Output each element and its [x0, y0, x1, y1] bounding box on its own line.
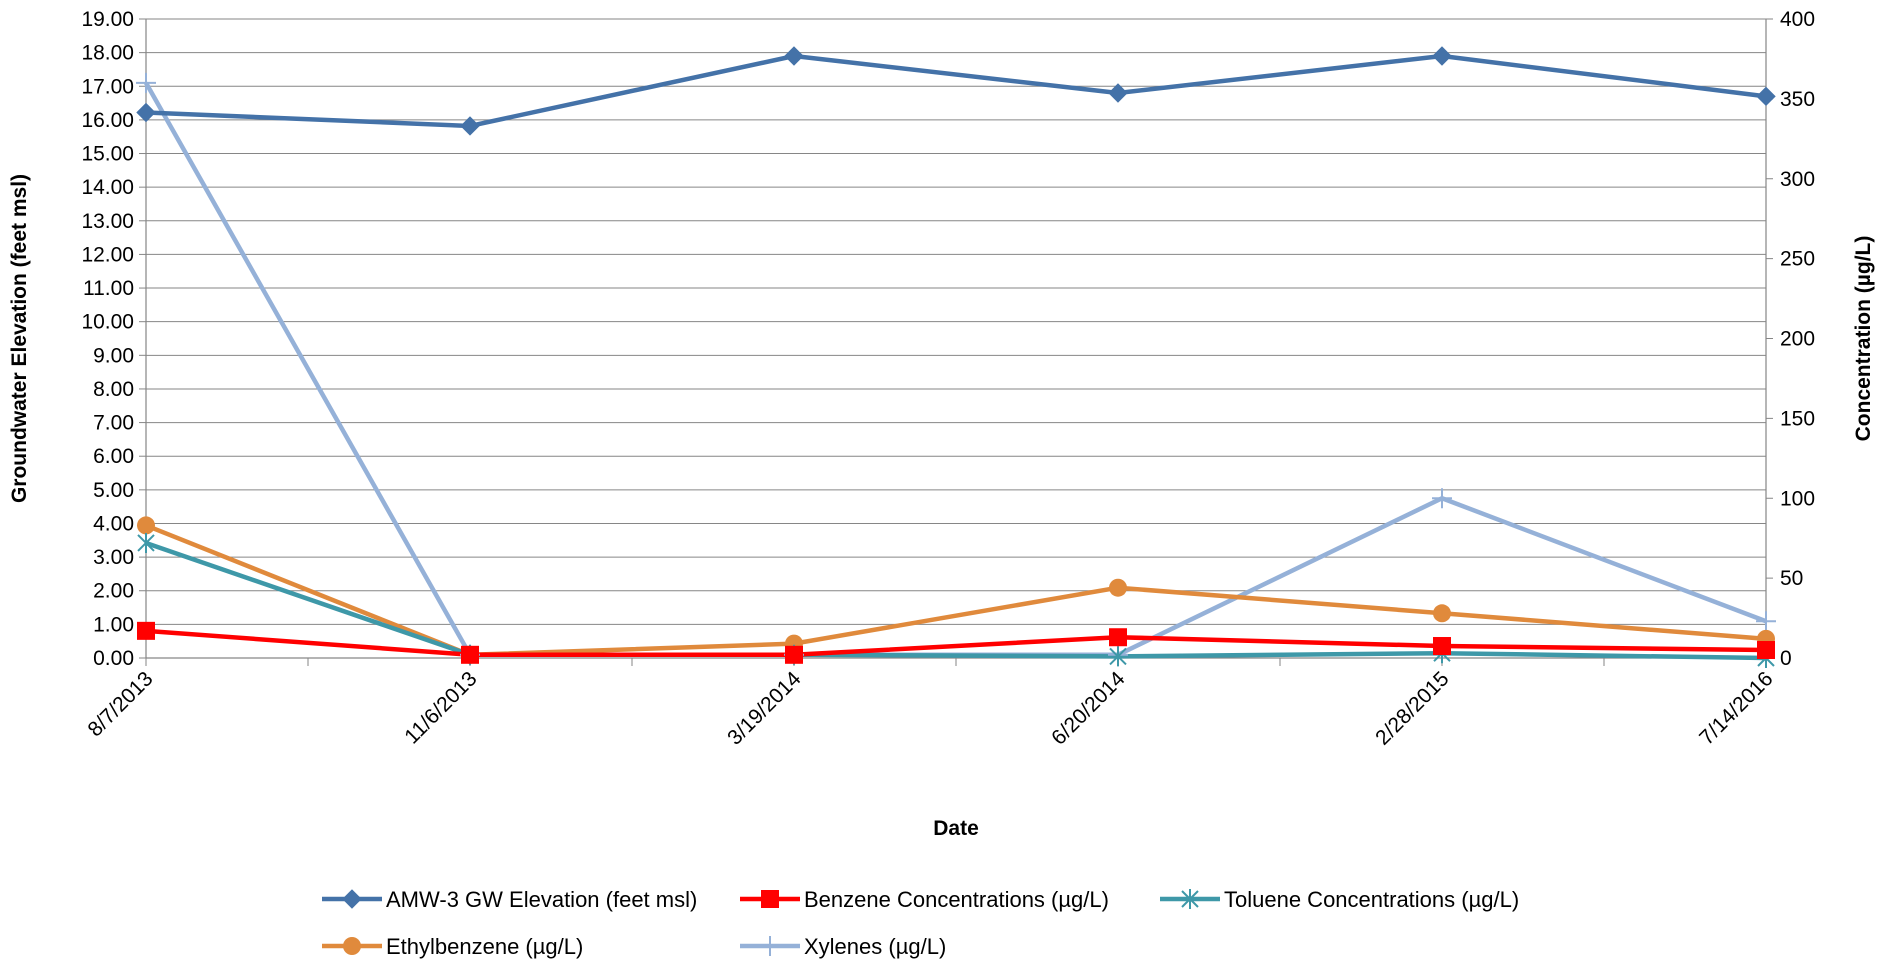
y-left-tick-label: 1.00	[93, 613, 134, 636]
legend-item-benzene-concentrations-g-l: Benzene Concentrations (µg/L)	[740, 887, 1109, 912]
data-point-benzene-concentrations-g-l	[785, 645, 803, 664]
series-lines	[144, 53, 1767, 661]
y-left-tick-label: 16.00	[81, 109, 134, 132]
data-point-ethylbenzene-g-l	[137, 516, 155, 535]
y-right-tick-label: 150	[1780, 407, 1815, 430]
data-point-amw-3-gw-elevation-feet-msl	[136, 102, 156, 123]
series-line-amw-3-gw-elevation-feet-msl	[145, 53, 1767, 129]
data-point-ethylbenzene-g-l	[1433, 604, 1451, 623]
legend-marker	[342, 889, 362, 909]
x-tick-label: 6/20/2014	[1047, 667, 1130, 750]
y-right-tick-label: 400	[1780, 8, 1815, 31]
y-left-tick-label: 12.00	[81, 243, 134, 266]
y-left-tick-label: 5.00	[93, 479, 134, 502]
legend-marker	[761, 890, 779, 908]
y-left-tick-label: 14.00	[81, 176, 134, 199]
data-point-benzene-concentrations-g-l	[137, 621, 155, 640]
series-line-toluene-concentrations-g-l	[145, 540, 1767, 661]
y-left-tick-label: 19.00	[81, 8, 134, 31]
x-tick-label: 2/28/2015	[1371, 667, 1453, 749]
series-line-ethylbenzene-g-l	[145, 523, 1767, 658]
y-left-tick-label: 15.00	[81, 143, 134, 166]
data-point-toluene-concentrations-g-l	[1109, 646, 1127, 667]
x-tick-label: 8/7/2013	[83, 667, 157, 741]
series-markers	[136, 46, 1776, 668]
data-point-amw-3-gw-elevation-feet-msl	[1432, 46, 1452, 66]
legend-item-xylenes-g-l: Xylenes (µg/L)	[740, 934, 946, 959]
y-right-tick-label: 350	[1780, 88, 1815, 111]
y-left-tick-label: 6.00	[93, 445, 134, 468]
data-point-toluene-concentrations-g-l	[137, 532, 155, 553]
data-point-amw-3-gw-elevation-feet-msl	[1108, 83, 1128, 103]
legend-label: Toluene Concentrations (µg/L)	[1224, 887, 1519, 912]
y-left-tick-label: 17.00	[81, 75, 134, 98]
y-left-tick-label: 7.00	[93, 412, 134, 435]
data-point-xylenes-g-l	[1756, 611, 1776, 632]
axes	[139, 18, 1773, 666]
x-tick-label: 3/19/2014	[723, 667, 806, 750]
legend-marker	[1181, 889, 1199, 909]
legend-label: AMW-3 GW Elevation (feet msl)	[386, 887, 697, 912]
data-point-amw-3-gw-elevation-feet-msl	[784, 46, 804, 66]
y-left-tick-label: 11.00	[83, 277, 134, 300]
legend-marker	[343, 937, 361, 955]
data-point-amw-3-gw-elevation-feet-msl	[460, 116, 480, 136]
y-left-tick-label: 9.00	[93, 344, 134, 367]
data-point-xylenes-g-l	[136, 72, 156, 93]
y-left-tick-label: 3.00	[93, 546, 134, 569]
legend-label: Ethylbenzene (µg/L)	[386, 934, 583, 959]
y-right-tick-label: 100	[1780, 487, 1815, 510]
legend-item-toluene-concentrations-g-l: Toluene Concentrations (µg/L)	[1160, 887, 1519, 912]
y-axis-left-title: Groundwater Elevation (feet msl)	[8, 174, 31, 503]
y-right-tick-label: 50	[1780, 567, 1803, 590]
x-axis-title: Date	[933, 817, 979, 840]
y-left-tick-label: 4.00	[93, 512, 134, 535]
y-left-tick-label: 13.00	[81, 210, 134, 233]
y-right-tick-label: 250	[1780, 248, 1815, 271]
legend: AMW-3 GW Elevation (feet msl) Benzene Con…	[322, 887, 1519, 959]
y-left-tick-label: 10.00	[81, 311, 134, 334]
legend-item-amw-3-gw-elevation-feet-msl: AMW-3 GW Elevation (feet msl)	[322, 887, 697, 912]
legend-label: Xylenes (µg/L)	[804, 934, 946, 959]
data-point-amw-3-gw-elevation-feet-msl	[1756, 86, 1776, 107]
y-right-tick-label: 200	[1780, 328, 1815, 351]
legend-marker	[760, 936, 780, 956]
data-point-benzene-concentrations-g-l	[1109, 628, 1127, 647]
legend-item-ethylbenzene-g-l: Ethylbenzene (µg/L)	[322, 934, 583, 959]
y-right-tick-label: 300	[1780, 168, 1815, 191]
y-axis-right-title: Concentration (µg/L)	[1852, 236, 1875, 442]
y-left-tick-label: 8.00	[93, 378, 134, 401]
legend-label: Benzene Concentrations (µg/L)	[804, 887, 1109, 912]
y-left-tick-label: 0.00	[93, 647, 134, 670]
y-left-tick-label: 18.00	[81, 42, 134, 65]
data-point-benzene-concentrations-g-l	[461, 645, 479, 664]
y-right-tick-label: 0	[1780, 647, 1792, 670]
data-point-benzene-concentrations-g-l	[1433, 637, 1451, 656]
gridlines	[146, 18, 1766, 625]
x-tick-label: 11/6/2013	[400, 667, 481, 748]
y-left-tick-label: 2.00	[93, 580, 134, 603]
data-point-benzene-concentrations-g-l	[1757, 641, 1775, 660]
series-line-benzene-concentrations-g-l	[145, 628, 1767, 658]
data-point-xylenes-g-l	[1432, 488, 1452, 509]
x-tick-label: 7/14/2016	[1695, 667, 1777, 749]
series-line-xylenes-g-l	[144, 81, 1767, 658]
data-point-ethylbenzene-g-l	[1109, 578, 1127, 597]
